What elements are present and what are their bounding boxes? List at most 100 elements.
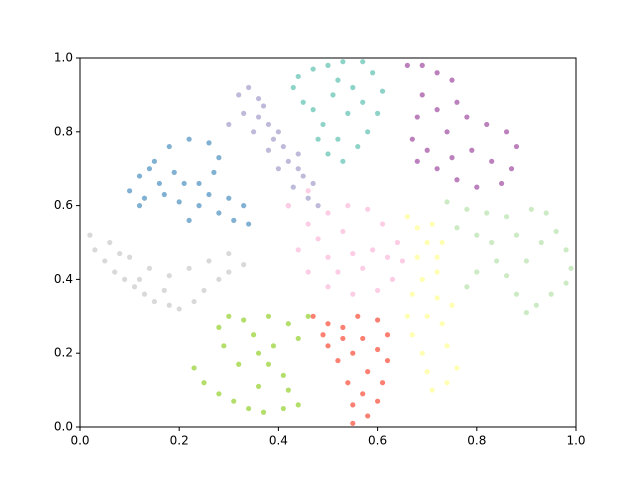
scatter-point <box>454 225 460 231</box>
scatter-point <box>231 217 237 223</box>
scatter-point <box>340 324 346 330</box>
scatter-point <box>449 155 455 161</box>
scatter-point <box>280 405 286 412</box>
scatter-point <box>384 254 391 260</box>
scatter-point <box>136 276 143 282</box>
scatter-point <box>340 228 346 235</box>
scatter-point <box>295 166 301 172</box>
scatter-point <box>310 313 316 319</box>
scatter-point <box>444 343 450 349</box>
scatter-point <box>484 121 490 128</box>
scatter-point <box>251 332 257 338</box>
scatter-point <box>241 262 247 268</box>
scatter-point <box>325 151 331 157</box>
scatter-point <box>563 247 569 253</box>
scatter-point <box>513 232 520 238</box>
scatter-point <box>379 88 386 94</box>
scatter-point <box>270 343 277 349</box>
scatter-point <box>350 291 356 297</box>
scatter-point <box>389 276 396 282</box>
scatter-point <box>156 180 162 187</box>
scatter-point <box>454 99 460 105</box>
scatter-point <box>419 350 425 356</box>
scatter-point <box>295 247 301 253</box>
scatter-point <box>226 313 232 319</box>
scatter-point <box>107 239 113 246</box>
scatter-point <box>255 95 262 102</box>
y-tick-label: 0.6 <box>54 198 73 212</box>
scatter-point <box>365 206 371 212</box>
x-tick-label: 1.0 <box>566 434 585 448</box>
scatter-point <box>320 121 326 128</box>
scatter-point <box>434 107 440 113</box>
scatter-point <box>375 110 381 116</box>
scatter-point <box>141 291 148 297</box>
scatter-point <box>315 136 321 142</box>
scatter-point <box>310 180 316 187</box>
scatter-point <box>350 250 356 257</box>
scatter-point <box>454 177 460 183</box>
scatter-point <box>464 284 470 290</box>
scatter-point <box>370 247 376 253</box>
scatter-point <box>112 269 118 275</box>
scatter-point <box>513 291 520 297</box>
scatter-point <box>176 199 182 205</box>
scatter-point <box>196 180 202 187</box>
scatter-point <box>335 357 341 364</box>
scatter-point <box>474 232 480 238</box>
scatter-point <box>419 92 425 98</box>
scatter-point <box>335 136 341 142</box>
scatter-point <box>370 70 376 76</box>
scatter-point <box>236 361 242 367</box>
scatter-point <box>375 398 381 404</box>
scatter-point <box>295 151 301 157</box>
scatter-point <box>285 158 291 164</box>
scatter-point <box>538 239 544 246</box>
scatter-point <box>419 62 425 68</box>
scatter-point <box>355 313 361 319</box>
x-tick-label: 0.8 <box>467 434 486 448</box>
scatter-point <box>87 232 93 238</box>
scatter-point <box>340 59 346 65</box>
scatter-point <box>216 391 222 397</box>
scatter-point <box>300 173 306 179</box>
scatter-point <box>201 380 207 386</box>
scatter-point <box>563 280 569 286</box>
scatter-point <box>191 298 197 305</box>
scatter-point <box>489 158 495 164</box>
scatter-point <box>409 136 415 142</box>
scatter-point <box>305 313 311 319</box>
scatter-point <box>414 225 420 231</box>
scatter-point <box>384 357 391 364</box>
scatter-point <box>508 166 515 172</box>
scatter-point <box>489 239 495 246</box>
scatter-point <box>166 302 172 308</box>
scatter-point <box>375 346 381 353</box>
scatter-point <box>449 77 455 83</box>
scatter-point <box>117 250 123 257</box>
scatter-point <box>419 276 425 282</box>
scatter-point <box>325 254 331 260</box>
scatter-point <box>226 269 232 275</box>
scatter-point <box>92 247 98 253</box>
scatter-point <box>305 221 311 227</box>
scatter-point <box>335 77 341 83</box>
scatter-point <box>226 121 232 128</box>
scatter-point <box>434 254 440 260</box>
scatter-point <box>499 180 505 187</box>
y-tick-label: 0.2 <box>54 346 73 360</box>
scatter-point <box>548 291 554 297</box>
scatter-point <box>280 143 286 150</box>
scatter-point <box>295 402 301 408</box>
scatter-point <box>246 221 252 227</box>
scatter-point <box>216 155 222 161</box>
scatter-point <box>394 239 401 246</box>
scatter-point <box>434 295 440 301</box>
scatter-point <box>434 166 440 172</box>
scatter-point <box>181 180 187 187</box>
scatter-point <box>379 380 386 386</box>
scatter-point <box>523 310 530 316</box>
scatter-point <box>300 99 306 105</box>
scatter-point <box>528 206 534 212</box>
scatter-point <box>285 387 291 393</box>
